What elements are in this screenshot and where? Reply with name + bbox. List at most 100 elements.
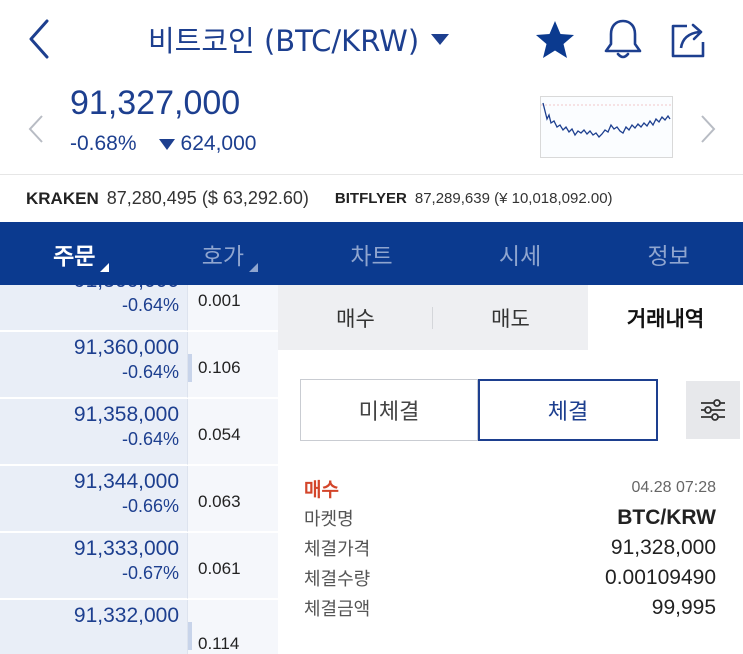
caret-down-icon	[431, 33, 450, 45]
filter-settings-button[interactable]	[686, 381, 740, 439]
tab-market[interactable]: 시세	[446, 222, 595, 285]
trade-label: 체결금액	[304, 599, 371, 620]
volume-bar	[188, 354, 192, 382]
back-button[interactable]	[22, 14, 56, 64]
divider	[432, 307, 433, 329]
coin-selector[interactable]: 비트코인 (BTC/KRW)	[148, 18, 450, 60]
tab-orderbook[interactable]: 호가	[149, 222, 298, 285]
button-label: 미체결	[358, 400, 420, 425]
volume-bar	[188, 622, 192, 650]
order-panel: 매수 매도 거래내역 미체결 체결 매수	[278, 285, 743, 654]
volume-cell: 0.061	[187, 533, 278, 599]
prev-coin-button[interactable]	[24, 112, 48, 146]
ask-percent: -0.64%	[121, 295, 179, 315]
price-cell: 91,366,000 -0.64%	[0, 285, 187, 331]
tab-history[interactable]: 거래내역	[588, 285, 743, 350]
trade-time: 04.28 07:28	[631, 479, 716, 496]
trade-row: 체결수량 0.00109490	[304, 563, 716, 593]
trade-row: 마켓명 BTC/KRW	[304, 503, 716, 533]
ask-percent: -0.66%	[121, 496, 179, 516]
ask-price: 91,360,000	[73, 336, 179, 359]
alert-button[interactable]	[601, 16, 645, 62]
ask-volume: 0.001	[198, 291, 241, 310]
bell-icon	[604, 19, 642, 59]
ask-percent: -0.67%	[121, 563, 179, 583]
orderbook-row[interactable]: 91,360,000 -0.64% 0.106	[0, 332, 278, 399]
volume-cell: 0.001	[187, 285, 278, 331]
price-cell: 91,332,000	[0, 600, 187, 654]
tab-label: 거래내역	[626, 306, 705, 331]
volume-cell: 0.054	[187, 399, 278, 465]
exchange-prices: KRAKEN 87,280,495 ($ 63,292.60) BITFLYER…	[0, 174, 743, 222]
tab-label: 매수	[336, 306, 375, 331]
current-price: 91,327,000	[70, 84, 241, 122]
exchange-name: KRAKEN	[26, 188, 99, 208]
exchange-price: 87,280,495 ($ 63,292.60)	[106, 188, 309, 208]
trade-filter: 미체결 체결	[300, 379, 740, 441]
orderbook-row[interactable]: 91,344,000 -0.66% 0.063	[0, 466, 278, 533]
change-percent: -0.68%	[70, 132, 137, 155]
sparkline-chart	[541, 102, 672, 138]
tab-chart[interactable]: 차트	[297, 222, 446, 285]
chevron-left-icon	[28, 115, 43, 143]
change-amount-group: 624,000	[147, 132, 257, 156]
trade-detail[interactable]: 매수 04.28 07:28 마켓명 BTC/KRW 체결가격 91,328,0…	[304, 473, 716, 623]
corner-marker-icon	[248, 263, 258, 272]
volume-cell: 0.114	[187, 600, 278, 654]
next-coin-button[interactable]	[696, 112, 720, 146]
ask-price: 91,333,000	[73, 537, 179, 560]
share-icon	[671, 23, 705, 58]
orderbook-list[interactable]: 91,366,000 -0.64% 0.001 91,360,000 -0.64…	[0, 285, 278, 654]
price-cell: 91,344,000 -0.66%	[0, 466, 187, 532]
change-amount: 624,000	[180, 132, 257, 155]
tab-buy[interactable]: 매수	[278, 285, 433, 350]
orderbook-row[interactable]: 91,332,000 0.114	[0, 600, 278, 654]
ask-volume: 0.114	[198, 634, 240, 653]
price-cell: 91,360,000 -0.64%	[0, 332, 187, 398]
price-cell: 91,333,000 -0.67%	[0, 533, 187, 599]
order-subtabs: 매수 매도 거래내역	[278, 285, 743, 350]
trade-row: 체결가격 91,328,000	[304, 533, 716, 563]
price-summary: 91,327,000 -0.68% 624,000	[0, 82, 743, 174]
tab-label: 시세	[498, 243, 542, 270]
price-cell: 91,358,000 -0.64%	[0, 399, 187, 465]
top-bar: 비트코인 (BTC/KRW)	[0, 0, 743, 82]
chevron-right-icon	[701, 115, 716, 143]
trade-label: 마켓명	[304, 509, 354, 530]
chevron-left-icon	[29, 19, 49, 59]
trade-value: 91,328,000	[610, 536, 716, 559]
trade-header: 매수 04.28 07:28	[304, 473, 716, 503]
trade-value: 0.00109490	[605, 566, 716, 589]
ask-price: 91,358,000	[73, 403, 179, 426]
corner-marker-icon	[100, 263, 109, 272]
ask-volume: 0.061	[198, 559, 241, 578]
filled-button[interactable]: 체결	[478, 379, 658, 441]
trade-value: 99,995	[651, 596, 716, 619]
exchange-name: BITFLYER	[334, 190, 407, 207]
price-change: -0.68% 624,000	[70, 132, 256, 156]
volume-cell: 0.106	[187, 332, 278, 398]
mini-price-chart[interactable]	[540, 96, 673, 158]
tab-order[interactable]: 주문	[0, 222, 149, 285]
ask-percent: -0.64%	[121, 429, 179, 449]
orderbook-row[interactable]: 91,333,000 -0.67% 0.061	[0, 533, 278, 600]
volume-cell: 0.063	[187, 466, 278, 532]
page-title: 비트코인 (BTC/KRW)	[148, 24, 420, 58]
ask-price: 91,366,000	[74, 285, 179, 293]
share-button[interactable]	[667, 16, 711, 62]
orderbook-row[interactable]: 91,358,000 -0.64% 0.054	[0, 399, 278, 466]
unfilled-button[interactable]: 미체결	[300, 379, 478, 441]
tab-info[interactable]: 정보	[594, 222, 743, 285]
tab-label: 정보	[647, 243, 690, 270]
trade-label: 체결가격	[304, 539, 371, 560]
tab-label: 매도	[491, 306, 530, 331]
tab-label: 주문	[53, 243, 96, 270]
trade-side: 매수	[304, 478, 339, 501]
orderbook-row[interactable]: 91,366,000 -0.64% 0.001	[0, 285, 278, 332]
tab-label: 호가	[201, 243, 245, 270]
down-triangle-icon	[158, 138, 175, 150]
favorite-button[interactable]	[533, 18, 577, 62]
tab-label: 차트	[350, 243, 393, 270]
tab-sell[interactable]: 매도	[433, 285, 588, 350]
exchange-price: 87,289,639 (¥ 10,018,092.00)	[414, 190, 613, 207]
